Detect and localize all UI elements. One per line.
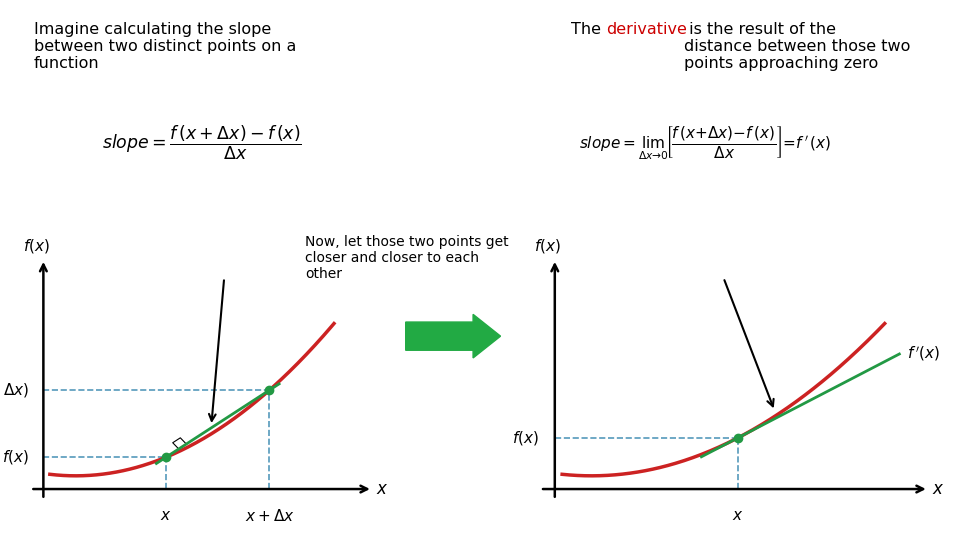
- Text: $f(x+\Delta x)$: $f(x+\Delta x)$: [0, 381, 29, 399]
- Text: $x$: $x$: [732, 508, 744, 523]
- Text: Imagine calculating the slope
between two distinct points on a
function: Imagine calculating the slope between tw…: [34, 22, 296, 71]
- Text: $f(x)$: $f(x)$: [23, 238, 50, 255]
- FancyArrow shape: [406, 314, 500, 358]
- Text: is the result of the
distance between those two
points approaching zero: is the result of the distance between th…: [684, 22, 911, 71]
- Text: $x+\Delta x$: $x+\Delta x$: [245, 508, 295, 524]
- Text: The: The: [571, 22, 607, 37]
- Text: $f(x)$: $f(x)$: [512, 429, 539, 447]
- Text: $f^{\,\prime}(x)$: $f^{\,\prime}(x)$: [906, 345, 940, 363]
- Text: $\mathit{slope} = \lim_{\Delta x \to 0}\!\left[\dfrac{f\,(x+\Delta x)-f\,(x)}{\D: $\mathit{slope} = \lim_{\Delta x \to 0}\…: [580, 124, 831, 162]
- Text: $x$: $x$: [932, 480, 945, 498]
- Text: Now, let those two points get
closer and closer to each
other: Now, let those two points get closer and…: [305, 235, 509, 281]
- Text: derivative: derivative: [606, 22, 686, 37]
- Text: $x$: $x$: [160, 508, 172, 523]
- Text: $x$: $x$: [376, 480, 389, 498]
- Text: $\mathit{slope} = \dfrac{f\,(x+\Delta x)-f\,(x)}{\Delta x}$: $\mathit{slope} = \dfrac{f\,(x+\Delta x)…: [102, 124, 301, 163]
- Text: $f(x)$: $f(x)$: [2, 448, 29, 466]
- Text: $f(x)$: $f(x)$: [534, 238, 561, 255]
